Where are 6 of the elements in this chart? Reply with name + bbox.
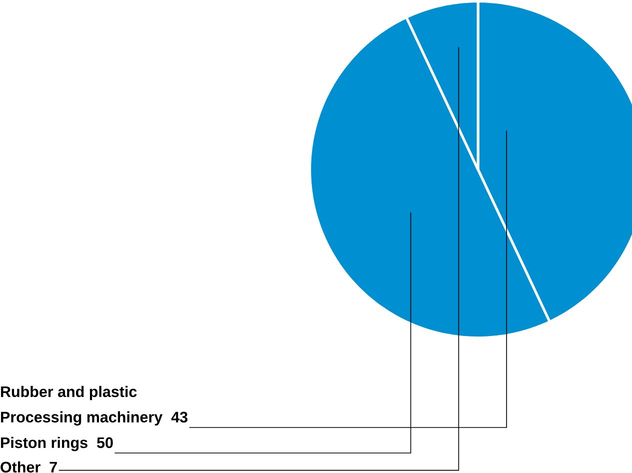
slice-label: Rubber and plastic Processing machinery: [1, 386, 163, 426]
data-label: 43: [171, 412, 188, 423]
data-label: 7: [50, 462, 57, 473]
slice-label: Piston rings: [1, 437, 88, 452]
slice-label: Other: [0, 462, 40, 473]
data-label: 50: [96, 438, 113, 448]
